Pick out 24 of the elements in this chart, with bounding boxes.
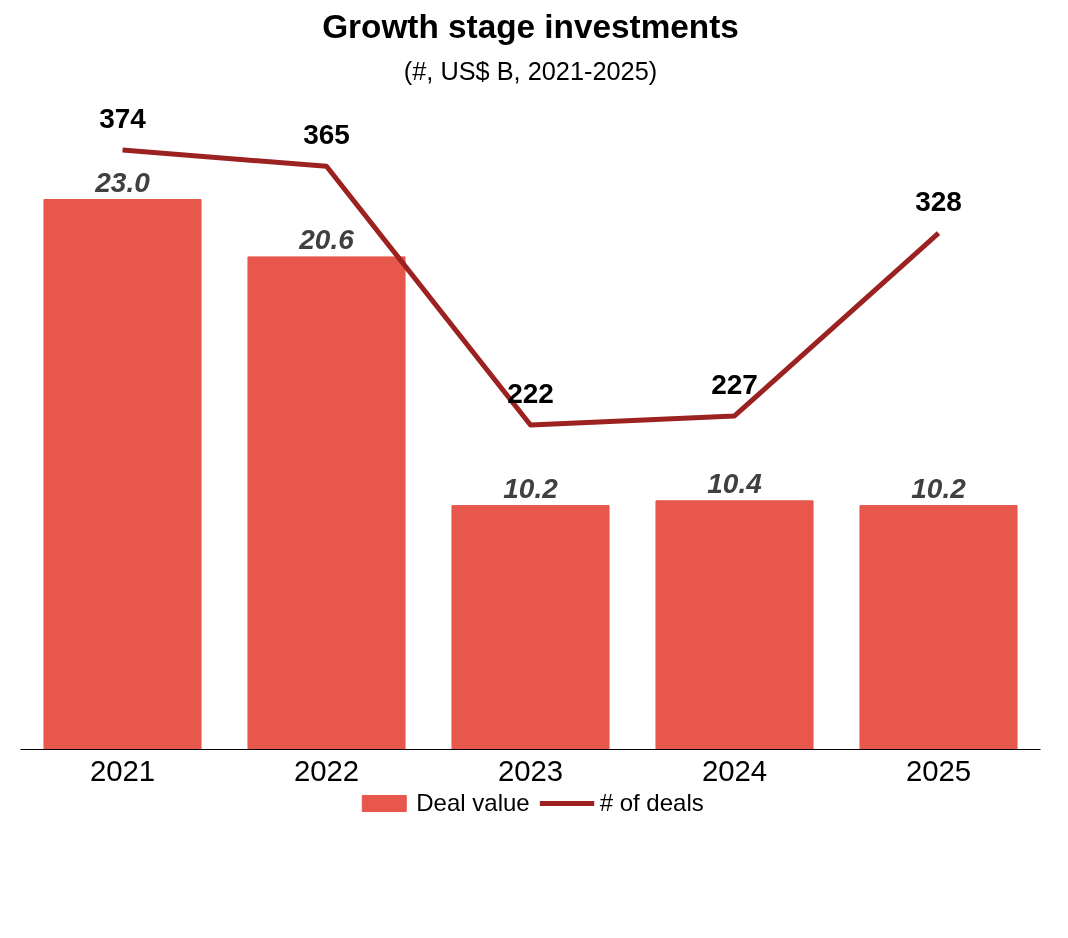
x-tick-label: 2023: [497, 753, 564, 787]
x-tick-label: 2021: [89, 753, 156, 787]
data-label: 374: [99, 103, 147, 134]
x-tick-label: 2025: [905, 753, 972, 787]
chart-subtitle: (#, US$ B, 2021-2025): [403, 56, 658, 85]
legend-label: Deal value: [416, 789, 530, 817]
data-label: 222: [507, 378, 554, 409]
bar: [859, 505, 1018, 750]
data-label: 227: [711, 368, 758, 400]
data-label: 328: [915, 186, 962, 218]
bar: [43, 199, 202, 750]
data-label: 365: [303, 119, 350, 151]
data-label: 23.0: [94, 166, 151, 198]
bar: [451, 505, 610, 750]
data-label: 20.6: [298, 223, 355, 255]
legend-label: # of deals: [599, 789, 704, 817]
chart-title: Growth stage investments: [322, 7, 739, 45]
x-tick-label: 2022: [293, 753, 360, 787]
data-label: 10.2: [911, 472, 967, 504]
data-label: 10.4: [707, 467, 763, 499]
data-label: 10.2: [503, 472, 559, 504]
bar: [247, 256, 406, 750]
x-tick-label: 2024: [701, 753, 768, 787]
bar: [655, 500, 814, 750]
